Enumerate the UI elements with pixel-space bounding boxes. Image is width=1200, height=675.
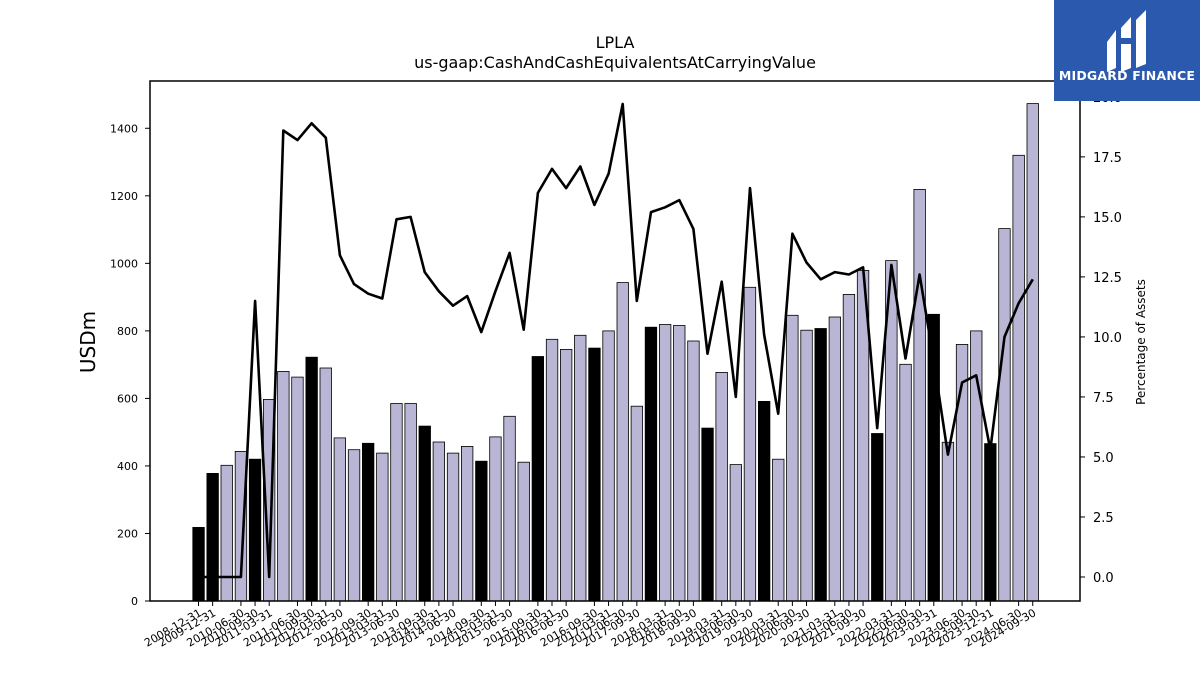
y-axis-label: USDm — [76, 311, 100, 373]
y-tick-label: 1000 — [110, 257, 138, 270]
y2-tick-label: 12.5 — [1093, 271, 1122, 286]
y2-tick-label: 5.0 — [1093, 451, 1114, 466]
bar — [489, 436, 502, 602]
y2-tick-label: 15.0 — [1093, 211, 1122, 226]
bar — [659, 324, 672, 602]
bar — [446, 452, 460, 602]
chart-subtitle: us-gaap:CashAndCashEquivalentsAtCarrying… — [414, 53, 816, 72]
bar — [786, 314, 799, 602]
bar — [248, 458, 262, 602]
bar — [432, 441, 446, 602]
bar — [305, 356, 318, 602]
bar — [460, 445, 474, 602]
bar — [800, 329, 813, 602]
percentage-line — [198, 102, 1034, 579]
bar — [517, 461, 530, 602]
bar — [220, 464, 233, 602]
bar — [1026, 103, 1039, 602]
bar — [475, 460, 488, 602]
y2-tick-label: 17.5 — [1093, 151, 1122, 166]
bar — [192, 527, 205, 602]
bar — [758, 400, 771, 602]
bar — [772, 458, 785, 602]
logo-text: MIDGARD FINANCE — [1058, 68, 1196, 83]
y2-axis-label: Percentage of Assets — [1134, 279, 1148, 405]
bar — [531, 356, 544, 602]
bar — [814, 328, 827, 602]
bar — [644, 326, 658, 602]
bar — [588, 347, 601, 602]
bar — [376, 452, 389, 602]
bar — [984, 443, 997, 602]
bar — [616, 282, 629, 602]
bar — [319, 367, 332, 602]
y-tick-label: 800 — [117, 325, 138, 338]
y-tick-label: 600 — [117, 392, 138, 405]
bar — [743, 286, 757, 602]
bar — [871, 433, 884, 602]
y2-tick-label: 0.0 — [1093, 571, 1114, 586]
bar — [291, 376, 304, 602]
chart-title: LPLA — [596, 33, 635, 52]
y-tick-label: 200 — [117, 527, 138, 540]
y-tick-label: 1400 — [110, 122, 138, 135]
bar — [687, 340, 700, 602]
y2-tick-label: 10.0 — [1093, 331, 1122, 346]
y-tick-label: 0 — [131, 595, 138, 608]
bar — [574, 334, 587, 602]
bar — [503, 415, 516, 602]
y-tick-label: 400 — [117, 460, 138, 473]
bar — [418, 425, 431, 602]
bar — [941, 441, 955, 602]
plot-frame — [149, 80, 1081, 602]
bar — [899, 363, 912, 602]
bar — [390, 403, 403, 602]
bar — [560, 348, 573, 602]
y2-tick-label: 7.5 — [1093, 391, 1114, 406]
brand-logo: MIDGARD FINANCE — [1054, 0, 1200, 101]
bar — [673, 325, 686, 602]
bar — [729, 464, 742, 602]
bar — [206, 472, 219, 602]
y-tick-label: 1200 — [110, 190, 138, 203]
bar — [701, 427, 714, 602]
bar — [842, 293, 856, 602]
bar — [715, 371, 728, 602]
bar — [602, 330, 615, 602]
bar — [361, 442, 375, 602]
y2-tick-label: 2.5 — [1093, 511, 1114, 526]
bar — [970, 330, 983, 602]
bar — [277, 370, 290, 602]
bar — [404, 403, 417, 602]
bar — [828, 316, 841, 602]
bar — [347, 449, 361, 602]
bar — [998, 228, 1011, 602]
bar — [545, 338, 559, 602]
bar — [913, 188, 926, 602]
bar — [630, 405, 643, 602]
bar — [333, 437, 347, 602]
logo-mark-icon — [1107, 10, 1146, 72]
bar — [1012, 154, 1025, 602]
